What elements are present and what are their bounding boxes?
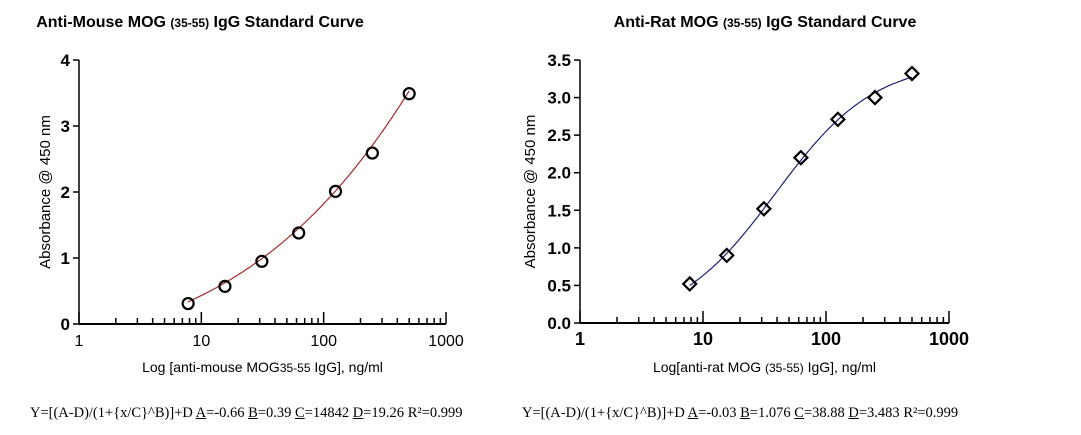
data-point [328, 184, 343, 198]
y-tick-label: 1 [61, 249, 70, 268]
y-tick-label: 1.5 [547, 201, 571, 220]
param-d: =3.483 [858, 405, 900, 421]
equation-left: Y=[(A-D)/(1+{x/C}^B)]+D A=-0.66 B=0.39 C… [30, 405, 463, 421]
y-tick-label: 3.0 [547, 89, 571, 108]
x-tick-label: 100 [310, 333, 337, 350]
formula: Y=[(A-D)/(1+{x/C}^B)]+D [30, 405, 193, 421]
y-tick-label: 4 [61, 51, 71, 70]
equation-right: Y=[(A-D)/(1+{x/C}^B)]+D A=-0.03 B=1.076 … [522, 405, 959, 421]
x-tick-label: 10 [693, 329, 713, 349]
param-d: =19.26 [363, 405, 405, 421]
data-point [903, 65, 921, 82]
param-a: =-0.66 [206, 405, 245, 421]
data-point [181, 296, 195, 311]
data-point [218, 279, 232, 293]
y-tick-label: 1.0 [547, 239, 571, 258]
fit-curve [187, 90, 410, 303]
x-axis-label: Log[anti-rat MOG (35-55) IgG], ng/ml [653, 359, 876, 375]
y-tick-label: 3 [61, 117, 70, 136]
formula: Y=[(A-D)/(1+{x/C}^B)]+D [522, 405, 685, 421]
x-axis-label: Log [anti-mouse MOG35-55 IgG], ng/ml [142, 359, 383, 375]
y-tick-label: 3.5 [547, 51, 571, 70]
data-point [292, 226, 306, 240]
param-c: =38.88 [803, 405, 845, 421]
data-point [755, 200, 772, 217]
y-tick-label: 2 [61, 183, 70, 202]
data-point [718, 247, 735, 264]
param-c: =14842 [304, 405, 350, 421]
y-tick-label: 2.0 [547, 164, 571, 183]
data-point [866, 89, 884, 106]
data-point [681, 275, 698, 292]
data-point [255, 254, 269, 268]
y-axis-label: Absorbance @ 450 nm [522, 115, 539, 269]
chart-title: Anti-Mouse MOG (35-55) IgG Standard Curv… [36, 14, 364, 31]
param-a: =-0.03 [698, 405, 737, 421]
r-squared: R²=0.999 [407, 405, 463, 421]
x-tick-label: 10 [192, 333, 210, 350]
data-point [792, 149, 809, 166]
param-b: =1.076 [749, 405, 791, 421]
y-tick-label: 0.5 [547, 276, 571, 295]
fit-curve [689, 76, 913, 286]
param-b: =0.39 [257, 405, 292, 421]
x-tick-label: 1 [575, 329, 585, 349]
y-tick-label: 0.0 [547, 314, 571, 333]
data-point [402, 87, 416, 101]
x-tick-label: 1000 [428, 333, 464, 350]
chart-1: Anti-Rat MOG (35-55) IgG Standard Curve 0… [522, 14, 969, 375]
y-tick-label: 0 [61, 315, 70, 334]
r-squared: R²=0.999 [903, 405, 959, 421]
x-tick-label: 1000 [929, 329, 969, 349]
x-tick-label: 100 [811, 329, 841, 349]
data-point [829, 111, 846, 128]
chart-0: Anti-Mouse MOG (35-55) IgG Standard Curv… [36, 14, 464, 375]
y-axis-label: Absorbance @ 450 nm [37, 115, 54, 269]
chart-title: Anti-Rat MOG (35-55) IgG Standard Curve [614, 14, 917, 31]
data-point [365, 146, 379, 160]
x-tick-label: 1 [75, 333, 84, 350]
y-tick-label: 2.5 [547, 126, 571, 145]
